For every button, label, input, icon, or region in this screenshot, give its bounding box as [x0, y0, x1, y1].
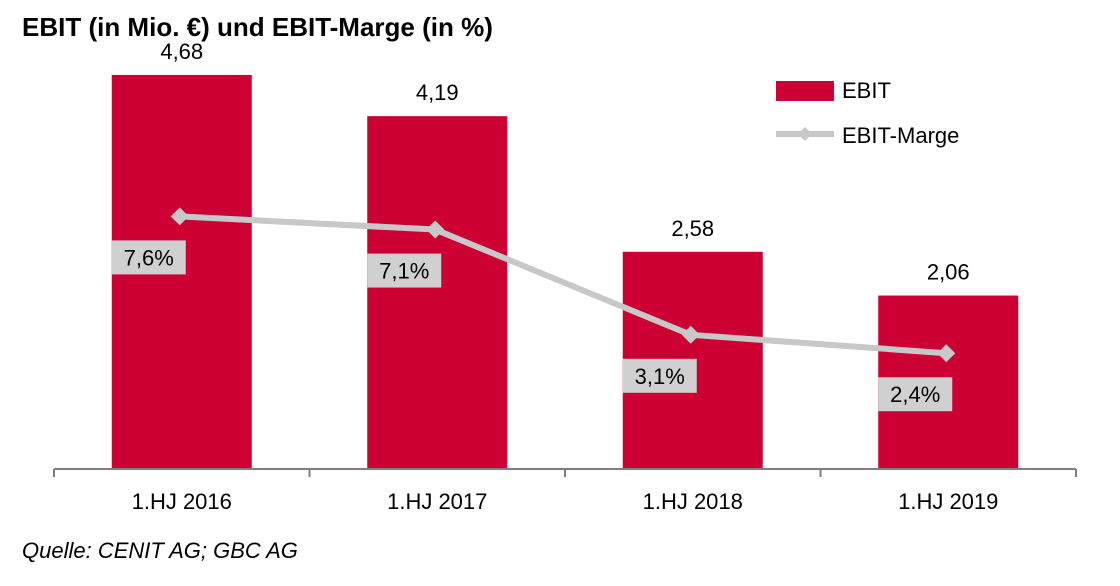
ebit-marge-label: 7,6%	[124, 245, 174, 270]
ebit-marge-point	[426, 220, 445, 239]
ebit-marge-point	[937, 344, 956, 363]
ebit-marge-label: 3,1%	[635, 364, 685, 389]
x-tick-label: 1.HJ 2017	[387, 489, 487, 514]
chart-title: EBIT (in Mio. €) und EBIT-Marge (in %)	[22, 12, 493, 42]
x-tick-label: 1.HJ 2018	[643, 489, 743, 514]
ebit-marge-label-box	[367, 253, 442, 288]
ebit-marge-label-box	[622, 358, 697, 393]
ebit-marge-label: 2,4%	[890, 382, 940, 407]
margin-line-layer: 7,6% 7,1% 3,1% 2,4%	[111, 207, 956, 412]
ebit-marge-label: 7,1%	[379, 259, 429, 284]
ebit-bar	[367, 116, 508, 470]
x-tick-label: 1.HJ 2019	[898, 489, 998, 514]
ebit-marge-label-box	[878, 377, 953, 412]
ebit-value-label: 4,19	[416, 80, 459, 105]
legend: EBIT EBIT-Marge	[776, 78, 959, 148]
ebit-value-label: 2,06	[927, 260, 970, 285]
ebit-marge-point	[170, 207, 189, 226]
x-axis: 1.HJ 2016 1.HJ 2017 1.HJ 2018 1.HJ 2019	[53, 468, 1077, 514]
legend-label-ebit: EBIT	[842, 78, 891, 103]
ebit-marge-label-box	[111, 240, 186, 275]
ebit-value-label: 2,58	[671, 216, 714, 241]
ebit-value-label: 4,68	[160, 39, 203, 64]
source-note: Quelle: CENIT AG; GBC AG	[22, 538, 298, 563]
ebit-marge-point	[681, 325, 700, 344]
legend-marker-icon	[798, 127, 812, 141]
legend-swatch-ebit	[776, 81, 834, 101]
x-tick-label: 1.HJ 2016	[132, 489, 232, 514]
legend-label-ebit-marge: EBIT-Marge	[842, 123, 959, 148]
ebit-marge-line	[179, 213, 947, 357]
